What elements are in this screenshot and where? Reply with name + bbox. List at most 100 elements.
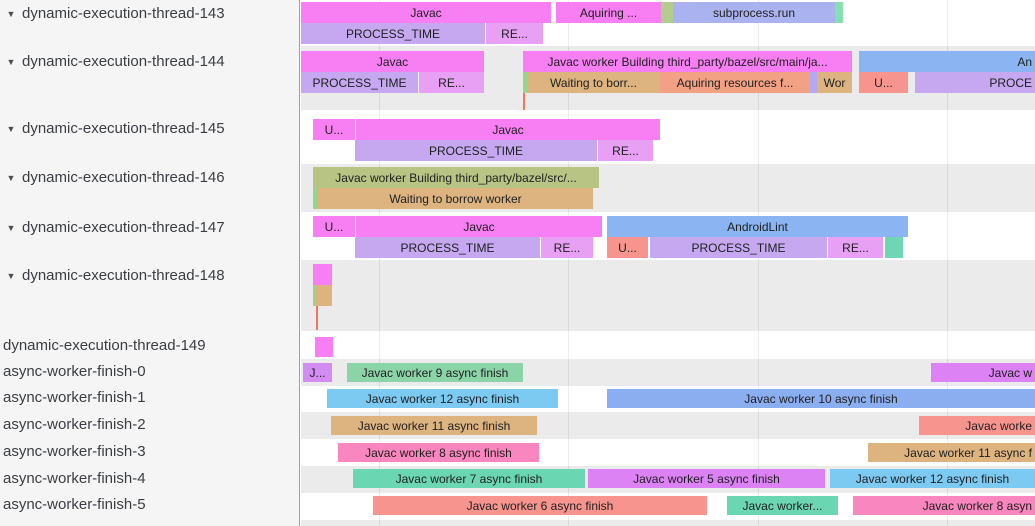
track-label: dynamic-execution-thread-149 bbox=[3, 337, 206, 354]
slice-re-[interactable]: RE... bbox=[828, 237, 883, 258]
track-label: async-worker-finish-2 bbox=[3, 416, 146, 433]
slice-re-[interactable]: RE... bbox=[486, 23, 543, 44]
slice-label: Aquiring resources f... bbox=[676, 75, 794, 90]
slice-javac-worker-building-third-party-bazel-src-main-ja-[interactable]: Javac worker Building third_party/bazel/… bbox=[523, 51, 852, 72]
slice-label: Waiting to borrow worker bbox=[389, 191, 522, 206]
slice-javac-worker-11-async-finish[interactable]: Javac worker 11 async finish bbox=[331, 416, 537, 435]
slice-javac-worker-8-asyn[interactable]: Javac worker 8 asyn bbox=[853, 496, 1035, 515]
slice-lavender-sliver[interactable] bbox=[810, 72, 817, 93]
slice-label: subprocess.run bbox=[712, 5, 796, 20]
slice-process-time[interactable]: PROCESS_TIME bbox=[650, 237, 827, 258]
slice-javac-worker-12-async-finish[interactable]: Javac worker 12 async finish bbox=[327, 389, 558, 408]
slice-javac-worke[interactable]: Javac worke bbox=[919, 416, 1035, 435]
slice-teal_sliver-sliver[interactable] bbox=[885, 237, 903, 258]
slice-label: Javac bbox=[463, 219, 495, 234]
slice-javac-worker-11-async-f[interactable]: Javac worker 11 async f bbox=[868, 443, 1035, 462]
slice-javac[interactable]: Javac bbox=[356, 119, 660, 140]
slice-mint-sliver[interactable] bbox=[835, 2, 843, 23]
slice-tan-sliver[interactable] bbox=[316, 285, 332, 306]
slice-androidlint[interactable]: AndroidLint bbox=[607, 216, 908, 237]
slice-label: U... bbox=[618, 240, 637, 255]
expander-triangle-icon[interactable]: ▼ bbox=[6, 223, 16, 233]
slice-green_sliver-sliver[interactable] bbox=[313, 188, 318, 209]
track-label: async-worker-finish-5 bbox=[3, 496, 146, 513]
slice-label: Javac worker Building third_party/bazel/… bbox=[547, 54, 828, 69]
slice-waiting-to-borr-[interactable]: Waiting to borr... bbox=[527, 72, 660, 93]
slice-u-[interactable]: U... bbox=[859, 72, 908, 93]
time-gridline bbox=[568, 0, 569, 526]
slice-javac-worker-5-async-finish[interactable]: Javac worker 5 async finish bbox=[588, 469, 825, 488]
track-name-row-dynamic-execution-thread-148[interactable]: ▼ dynamic-execution-thread-148 bbox=[0, 266, 299, 286]
slice-javac-worker-10-async-finish[interactable]: Javac worker 10 async finish bbox=[607, 389, 1035, 408]
flow-event-line bbox=[315, 306, 318, 330]
timeline-canvas[interactable]: Javac Aquiring ... subprocess.run PROCESS_T… bbox=[301, 0, 1035, 526]
slice-wor[interactable]: Wor bbox=[817, 72, 852, 93]
track-name-row-async-worker-finish-3[interactable]: ▼async-worker-finish-3 bbox=[0, 442, 299, 462]
track-name-row-async-worker-finish-4[interactable]: ▼async-worker-finish-4 bbox=[0, 469, 299, 489]
slice-javac[interactable]: Javac bbox=[301, 51, 484, 72]
slice-proce[interactable]: PROCE bbox=[915, 72, 1035, 93]
track-name-row-async-worker-finish-0[interactable]: ▼async-worker-finish-0 bbox=[0, 362, 299, 382]
slice-u-[interactable]: U... bbox=[607, 237, 648, 258]
slice-re-[interactable]: RE... bbox=[541, 237, 593, 258]
expander-triangle-icon[interactable]: ▼ bbox=[6, 9, 16, 19]
slice-process-time[interactable]: PROCESS_TIME bbox=[355, 140, 597, 161]
slice-javac-worker-8-async-finish[interactable]: Javac worker 8 async finish bbox=[338, 443, 539, 462]
slice-process-time[interactable]: PROCESS_TIME bbox=[301, 72, 418, 93]
slice-label: U... bbox=[874, 75, 893, 90]
slice-javac-worker-12-async-finish[interactable]: Javac worker 12 async finish bbox=[830, 469, 1035, 488]
slice-javac-worker-9-async-finish[interactable]: Javac worker 9 async finish bbox=[347, 363, 523, 382]
slice-javac-worker-building-third-party-bazel-src-[interactable]: Javac worker Building third_party/bazel/… bbox=[313, 167, 599, 188]
track-name-row-dynamic-execution-thread-149[interactable]: ▼dynamic-execution-thread-149 bbox=[0, 336, 299, 356]
slice-label: Javac worker 12 async finish bbox=[855, 471, 1010, 486]
time-gridline bbox=[947, 0, 948, 526]
track-name-row-async-worker-finish-2[interactable]: ▼async-worker-finish-2 bbox=[0, 415, 299, 435]
slice-label: Aquiring ... bbox=[579, 5, 638, 20]
slice-an[interactable]: An bbox=[859, 51, 1035, 72]
track-name-row-dynamic-execution-thread-145[interactable]: ▼ dynamic-execution-thread-145 bbox=[0, 119, 299, 139]
track-name-row-dynamic-execution-thread-144[interactable]: ▼ dynamic-execution-thread-144 bbox=[0, 52, 299, 72]
slice-u-[interactable]: U... bbox=[313, 119, 355, 140]
slice-magenta-sliver[interactable] bbox=[315, 337, 333, 357]
slice-javac-w[interactable]: Javac w bbox=[931, 363, 1035, 382]
track-name-row-dynamic-execution-thread-143[interactable]: ▼ dynamic-execution-thread-143 bbox=[0, 4, 299, 24]
slice-waiting-to-borrow-worker[interactable]: Waiting to borrow worker bbox=[318, 188, 593, 209]
slice-re-[interactable]: RE... bbox=[419, 72, 484, 93]
track-name-row-dynamic-execution-thread-147[interactable]: ▼ dynamic-execution-thread-147 bbox=[0, 218, 299, 238]
slice-process-time[interactable]: PROCESS_TIME bbox=[301, 23, 485, 44]
slice-subprocess-run[interactable]: subprocess.run bbox=[673, 2, 835, 23]
slice-javac[interactable]: Javac bbox=[356, 216, 602, 237]
track-name-row-async-worker-finish-5[interactable]: ▼async-worker-finish-5 bbox=[0, 495, 299, 515]
slice-label: Waiting to borr... bbox=[550, 75, 637, 90]
slice-javac[interactable]: Javac bbox=[301, 2, 551, 23]
track-name-row-dynamic-execution-thread-146[interactable]: ▼ dynamic-execution-thread-146 bbox=[0, 168, 299, 188]
slice-aquiring-[interactable]: Aquiring ... bbox=[556, 2, 661, 23]
slice-label: Javac worker 11 async f bbox=[904, 445, 1032, 460]
expander-triangle-icon[interactable]: ▼ bbox=[6, 124, 16, 134]
slice-process-time[interactable]: PROCESS_TIME bbox=[355, 237, 540, 258]
slice-green_sliver-sliver[interactable] bbox=[313, 285, 316, 306]
track-band-next-track-partial bbox=[301, 520, 1035, 526]
slice-green_sliver-sliver[interactable] bbox=[523, 72, 527, 93]
flow-event-line bbox=[522, 93, 525, 110]
expander-triangle-icon[interactable]: ▼ bbox=[6, 271, 16, 281]
slice-javac-worker-7-async-finish[interactable]: Javac worker 7 async finish bbox=[353, 469, 585, 488]
slice-j-[interactable]: J... bbox=[303, 363, 332, 382]
slice-label: Javac worker 5 async finish bbox=[633, 471, 780, 486]
slice-label: Javac worker 12 async finish bbox=[365, 391, 520, 406]
expander-triangle-icon[interactable]: ▼ bbox=[6, 57, 16, 67]
slice-javac-worker-[interactable]: Javac worker... bbox=[727, 496, 838, 515]
expander-triangle-icon[interactable]: ▼ bbox=[6, 173, 16, 183]
slice-javac-worker-6-async-finish[interactable]: Javac worker 6 async finish bbox=[373, 496, 707, 515]
slice-olive_light-sliver[interactable] bbox=[661, 2, 673, 23]
slice-re-[interactable]: RE... bbox=[598, 140, 653, 161]
slice-label: Javac worker... bbox=[742, 498, 823, 513]
track-label: async-worker-finish-3 bbox=[3, 443, 146, 460]
slice-label: Wor bbox=[823, 75, 846, 90]
track-name-row-async-worker-finish-1[interactable]: ▼async-worker-finish-1 bbox=[0, 388, 299, 408]
slice-label: Javac worker 9 async finish bbox=[361, 365, 509, 380]
slice-magenta-sliver[interactable] bbox=[313, 264, 332, 285]
slice-aquiring-resources-f-[interactable]: Aquiring resources f... bbox=[660, 72, 810, 93]
slice-u-[interactable]: U... bbox=[313, 216, 355, 237]
